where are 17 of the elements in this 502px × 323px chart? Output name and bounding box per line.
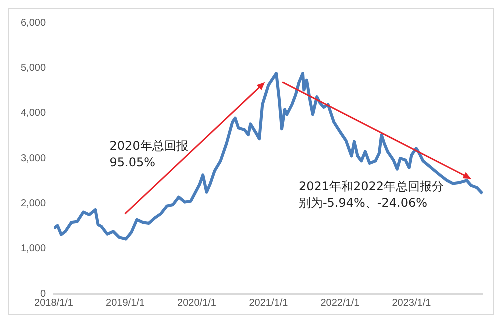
x-tick-label: 2019/1/1 [106,298,146,309]
x-tick-label: 2022/1/1 [320,298,360,309]
y-tick-label: 3,000 [20,153,46,164]
annotation: 别为-5.94%、-24.06% [298,196,428,210]
y-tick-label: 4,000 [20,108,46,120]
x-tick-label: 2020/1/1 [178,298,217,309]
y-tick-label: 5,000 [20,62,46,74]
annotation: 2020年总回报 [110,139,188,154]
y-tick-label: 1,000 [20,244,46,255]
y-tick-label: 2,000 [20,198,46,210]
x-tick-label: 2021/1/1 [249,298,289,309]
y-tick-label: 6,000 [20,18,46,29]
annotation: 2021年和2022年总回报分 [298,180,444,194]
annotation: 95.05% [110,155,156,170]
x-tick-label: 2018/1/1 [34,298,74,309]
x-tick-label: 2023/1/1 [392,298,432,309]
y-tick-label: 0 [40,288,46,300]
